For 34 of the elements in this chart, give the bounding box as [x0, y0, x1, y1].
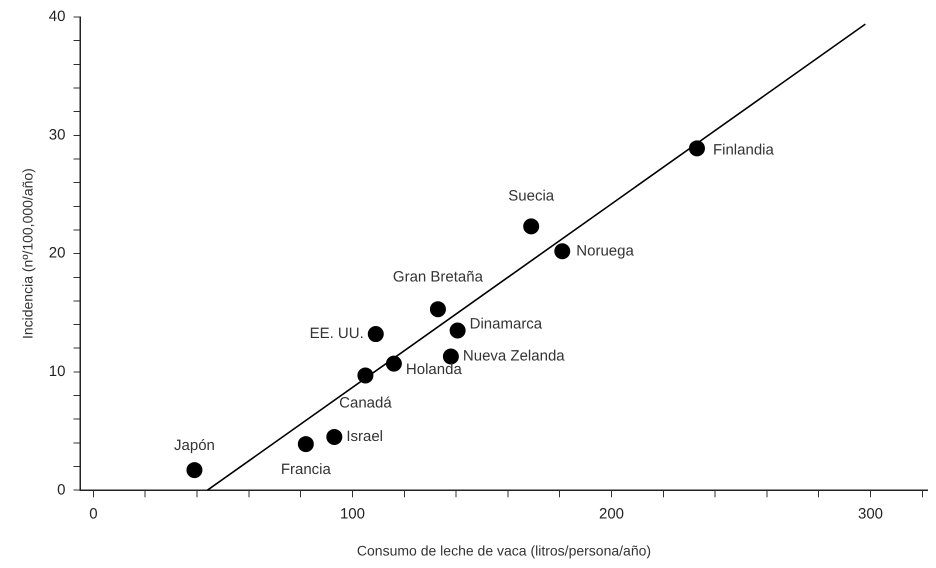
- x-axis-title: Consumo de leche de vaca (litros/persona/año): [356, 542, 652, 558]
- annotation: Japón: [174, 437, 215, 454]
- point: [386, 356, 402, 372]
- annotation: EE. UU.: [310, 325, 364, 342]
- annotation: Suecia: [508, 188, 555, 205]
- point: [688, 140, 705, 156]
- point: [298, 436, 314, 452]
- x-tick-label: 0: [89, 505, 98, 522]
- point: [186, 462, 202, 478]
- point: [326, 428, 342, 445]
- point: [523, 218, 540, 234]
- annotation: Nueva Zelanda: [462, 348, 566, 365]
- annotation: Noruega: [576, 242, 634, 260]
- point: [430, 301, 446, 318]
- point: [368, 326, 384, 342]
- y-tick-label: 30: [48, 126, 66, 144]
- annotation: Holanda: [406, 360, 462, 378]
- y-axis-title: Incidencia (nº/100,000/año): [19, 168, 36, 340]
- annotation: Gran Bretaña: [392, 268, 484, 286]
- x-tick-label: 100: [340, 505, 365, 522]
- annotation: Dinamarca: [470, 316, 543, 333]
- point: [450, 322, 466, 338]
- y-tick-label: 10: [48, 363, 66, 380]
- y-tick-label: 0: [57, 481, 66, 498]
- annotation: Canadá: [339, 394, 392, 412]
- annotation: Finlandia: [712, 141, 774, 158]
- annotation: Francia: [280, 461, 332, 478]
- y-tick-label: 20: [48, 244, 66, 262]
- annotation: Israel: [346, 428, 384, 446]
- x-tick-label: 300: [858, 505, 884, 522]
- y-tick-label: 40: [48, 8, 66, 26]
- point: [357, 367, 374, 384]
- x-tick-label: 200: [598, 505, 624, 522]
- point: [554, 243, 570, 260]
